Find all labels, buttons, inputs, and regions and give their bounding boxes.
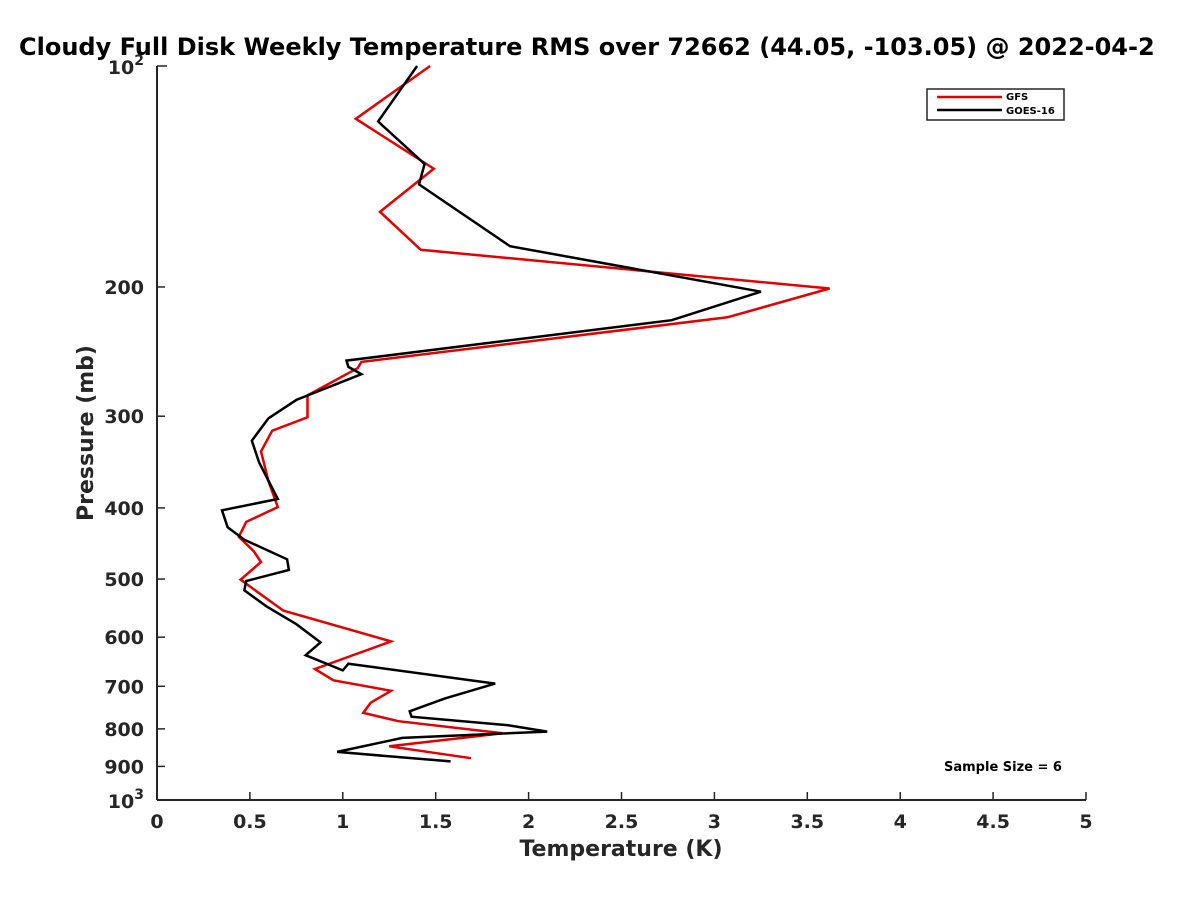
- y-tick-label: 500: [104, 569, 144, 591]
- y-tick-label-decade: 103: [108, 787, 144, 813]
- x-tick-label: 4.5: [976, 811, 1010, 833]
- x-tick-label: 1: [336, 811, 349, 833]
- x-tick-label: 3: [708, 811, 721, 833]
- y-tick-label: 200: [104, 277, 144, 299]
- x-axis-ticks: 0 0.5 1 1.5 2 2.5 3 3.5 4 4.5 5: [150, 792, 1093, 833]
- y-axis-label: Pressure (mb): [74, 345, 99, 521]
- x-tick-label: 0.5: [233, 811, 267, 833]
- legend: GFS GOES-16: [926, 88, 1065, 121]
- legend-box: [926, 88, 1065, 121]
- y-tick-label: 300: [104, 406, 144, 428]
- x-tick-label: 3.5: [790, 811, 824, 833]
- chart-title: Cloudy Full Disk Weekly Temperature RMS …: [19, 33, 1155, 61]
- y-tick-label: 700: [104, 676, 144, 698]
- x-tick-label: 0: [150, 811, 163, 833]
- y-tick-label: 800: [104, 719, 144, 741]
- legend-label-gfs: GFS: [1006, 92, 1028, 103]
- series-line-goes-16: [220, 65, 762, 763]
- series-layer: [220, 64, 830, 763]
- x-tick-label: 2: [522, 811, 535, 833]
- x-tick-label: 5: [1079, 811, 1092, 833]
- y-axis-ticks: 200 300 400 500 600 700 800 900 102 103: [104, 53, 167, 813]
- series-line-gfs: [237, 64, 830, 760]
- y-tick-label-decade: 102: [108, 53, 144, 79]
- y-tick-label: 400: [104, 498, 144, 520]
- x-axis-label: Temperature (K): [519, 837, 722, 862]
- x-tick-label: 4: [894, 811, 907, 833]
- y-tick-label: 900: [104, 756, 144, 778]
- x-tick-label: 1.5: [419, 811, 453, 833]
- y-tick-label: 600: [104, 627, 144, 649]
- legend-label-goes-16: GOES-16: [1006, 106, 1055, 117]
- sample-size-annotation: Sample Size = 6: [944, 760, 1062, 775]
- x-tick-label: 2.5: [605, 811, 639, 833]
